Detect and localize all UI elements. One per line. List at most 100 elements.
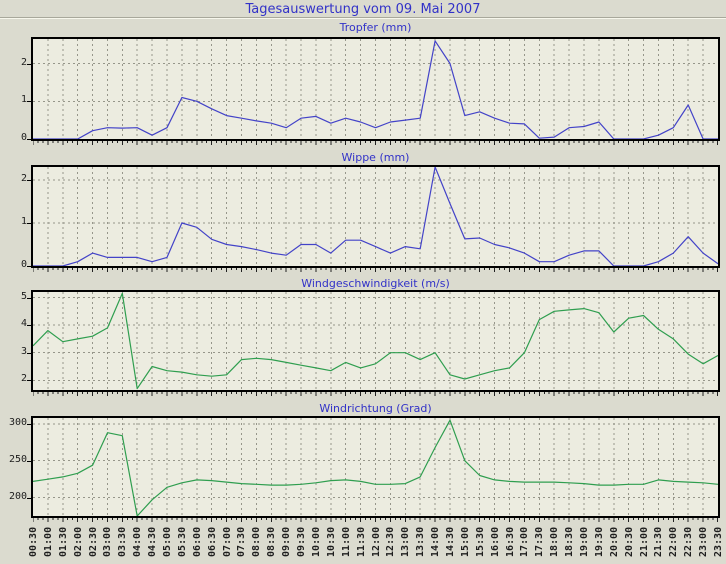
- y-tick-label: 200: [8, 490, 27, 502]
- grid-lines: [33, 418, 718, 516]
- y-tick-mark: [27, 353, 31, 354]
- x-tick-label: 22:00: [668, 526, 680, 557]
- y-tick-mark: [27, 325, 31, 326]
- x-tick-label: 17:30: [534, 526, 546, 557]
- y-tick-mark: [27, 180, 31, 181]
- plot-area-4: [31, 416, 720, 518]
- page-title: Tagesauswertung vom 09. Mai 2007: [245, 2, 481, 17]
- header-divider: [0, 17, 726, 18]
- data-line-3: [33, 292, 718, 390]
- x-tick-label: 08:00: [251, 526, 263, 557]
- x-tick-label: 10:00: [310, 526, 322, 557]
- y-tick-mark: [27, 266, 31, 267]
- plot-svg-2: [33, 167, 718, 266]
- x-tick-label: 07:00: [221, 526, 233, 557]
- x-tick-label: 23:30: [713, 526, 724, 557]
- plot-area-1: [31, 37, 720, 141]
- y-tick-label: 4: [20, 318, 27, 330]
- y-tick-label: 1: [20, 215, 27, 227]
- y-tick-mark: [27, 101, 31, 102]
- data-line-1: [33, 40, 718, 139]
- x-tick-marks: [33, 392, 718, 396]
- x-tick-label: 13:00: [400, 526, 412, 557]
- x-tick-label: 02:30: [87, 526, 99, 557]
- y-tick-label: 250: [8, 453, 27, 465]
- x-tick-label: 16:30: [504, 526, 516, 557]
- chart-title-1: Tropfer (mm): [339, 21, 412, 34]
- x-tick-label: 14:00: [430, 526, 442, 557]
- x-tick-label: 13:30: [415, 526, 427, 557]
- x-tick-label: 07:30: [236, 526, 248, 557]
- y-tick-label: 0: [20, 259, 27, 270]
- x-tick-label: 03:30: [117, 526, 129, 557]
- x-tick-label: 16:00: [489, 526, 501, 557]
- x-tick-label: 04:00: [132, 526, 144, 557]
- x-tick-label: 14:30: [444, 526, 456, 557]
- grid-lines: [33, 167, 718, 266]
- x-tick-label: 21:30: [653, 526, 665, 557]
- y-tick-label: 300: [8, 416, 27, 428]
- plot-area-3: [31, 290, 720, 392]
- x-tick-label: 04:30: [147, 526, 159, 557]
- data-line-2: [33, 167, 718, 266]
- x-tick-label: 02:00: [72, 526, 84, 557]
- x-tick-label: 12:00: [370, 526, 382, 557]
- chart-title-2: Wippe (mm): [341, 151, 410, 164]
- x-tick-label: 17:00: [519, 526, 531, 557]
- x-tick-label: 08:30: [266, 526, 278, 557]
- y-tick-label: 1: [20, 94, 27, 106]
- x-tick-label: 09:30: [296, 526, 308, 557]
- x-tick-marks: [33, 268, 718, 272]
- x-tick-label: 03:00: [102, 526, 114, 557]
- chart-title-3: Windgeschwindigkeit (m/s): [301, 277, 450, 290]
- x-tick-label: 06:00: [191, 526, 203, 557]
- y-tick-mark: [27, 424, 31, 425]
- y-tick-mark: [27, 64, 31, 65]
- x-tick-label: 20:00: [608, 526, 620, 557]
- y-tick-label: 3: [20, 345, 27, 357]
- x-tick-label: 18:00: [549, 526, 561, 557]
- x-tick-label: 19:00: [578, 526, 590, 557]
- y-tick-mark: [27, 139, 31, 140]
- plot-area-2: [31, 165, 720, 268]
- y-tick-mark: [27, 223, 31, 224]
- x-tick-label: 15:00: [459, 526, 471, 557]
- x-tick-label: 15:30: [474, 526, 486, 557]
- x-tick-label: 01:00: [42, 526, 54, 557]
- data-line-4: [33, 419, 718, 516]
- x-tick-label: 11:00: [340, 526, 352, 557]
- plot-svg-4: [33, 418, 718, 516]
- x-tick-label: 00:30: [28, 526, 39, 557]
- x-tick-label: 01:30: [57, 526, 69, 557]
- header-divider-highlight: [0, 18, 726, 19]
- y-tick-mark: [27, 461, 31, 462]
- grid-lines: [33, 292, 718, 390]
- plot-svg-3: [33, 292, 718, 390]
- x-tick-label: 11:30: [355, 526, 367, 557]
- x-tick-label: 20:30: [623, 526, 635, 557]
- y-tick-label: 2: [20, 56, 27, 68]
- x-tick-label: 10:30: [325, 526, 337, 557]
- y-tick-label: 5: [20, 290, 27, 302]
- y-tick-label: 2: [20, 373, 27, 385]
- x-tick-marks: [33, 518, 718, 522]
- chart-title-4: Windrichtung (Grad): [319, 402, 432, 415]
- x-tick-label: 22:30: [683, 526, 695, 557]
- y-tick-label: 2: [20, 172, 27, 184]
- y-tick-mark: [27, 380, 31, 381]
- x-tick-label: 09:00: [281, 526, 293, 557]
- x-tick-label: 21:00: [638, 526, 650, 557]
- x-tick-label: 05:00: [162, 526, 174, 557]
- x-tick-label: 12:30: [385, 526, 397, 557]
- x-tick-label: 18:30: [564, 526, 576, 557]
- x-tick-label: 06:30: [206, 526, 218, 557]
- y-tick-mark: [27, 498, 31, 499]
- x-tick-label: 19:30: [593, 526, 605, 557]
- x-tick-label: 23:00: [698, 526, 710, 557]
- y-tick-label: 0: [20, 132, 27, 143]
- grid-lines: [33, 39, 718, 139]
- x-tick-marks: [33, 141, 718, 145]
- x-tick-label: 05:30: [176, 526, 188, 557]
- y-tick-mark: [27, 298, 31, 299]
